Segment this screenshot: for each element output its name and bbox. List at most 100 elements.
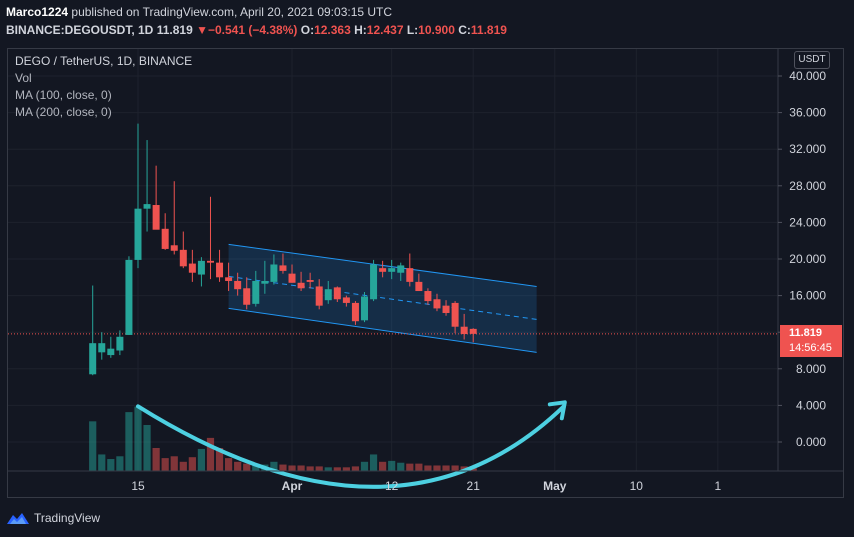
candle-body: [89, 343, 97, 375]
volume-bar: [125, 412, 133, 471]
volume-bar: [143, 425, 151, 471]
close-value: 11.819: [470, 23, 507, 37]
volume-bar: [315, 466, 323, 471]
low-value: 10.900: [418, 23, 455, 37]
volume-bar: [397, 462, 405, 471]
volume-bar: [333, 467, 341, 471]
volume-bar: [170, 456, 178, 471]
symbol-label: BINANCE:DEGOUSDT, 1D: [6, 23, 154, 37]
time-tick-label: 12: [385, 479, 399, 493]
volume-bar: [279, 464, 287, 471]
candle-body: [451, 302, 459, 327]
channel-mid-line: [228, 275, 537, 320]
candle-body: [179, 249, 187, 267]
price-tick-label: 20.000: [789, 252, 826, 266]
candle-body: [361, 296, 368, 321]
tradingview-logo-icon: [7, 513, 29, 524]
candle-body: [98, 343, 106, 353]
volume-bar: [369, 454, 378, 471]
volume-bar: [197, 448, 206, 471]
candle-body: [107, 348, 115, 356]
price-tick-label: 32.000: [789, 142, 826, 156]
high-label: H:: [354, 23, 367, 37]
high-value: 12.437: [366, 23, 404, 37]
candle-body: [152, 205, 160, 230]
volume-bar: [270, 461, 278, 471]
ohlc-line: BINANCE:DEGOUSDT, 1D 11.819 ▼−0.541 (−4.…: [6, 22, 507, 38]
price-axis: 40.000 36.000 32.000 28.000 24.000 20.000 16.0…: [777, 48, 826, 471]
price-tick-label: 8.000: [796, 362, 826, 376]
time-tick-label: 10: [630, 479, 644, 493]
volume-bar: [152, 448, 160, 471]
legend-ma200[interactable]: MA (200, close, 0): [15, 105, 112, 119]
candle-body: [143, 204, 151, 209]
chart-frame[interactable]: [7, 48, 844, 498]
candle-body: [188, 263, 196, 273]
volume-bar: [451, 465, 459, 471]
volume-bar: [406, 463, 414, 471]
author-name[interactable]: Marco1224: [6, 5, 69, 19]
volume-bar: [215, 448, 224, 471]
candle-body: [324, 289, 332, 301]
candle-body: [116, 336, 124, 351]
volume-bar: [225, 458, 233, 471]
channel-lower-line: [228, 307, 537, 353]
candle-body: [442, 305, 450, 313]
candle-body: [261, 280, 269, 284]
candle-body: [170, 245, 178, 251]
time-tick-label: May: [543, 479, 567, 493]
change-value: −0.541 (−4.38%): [207, 23, 298, 37]
candle-body: [216, 262, 224, 278]
volume-bar: [161, 458, 169, 471]
volume-bar: [469, 468, 477, 471]
time-axis: 15 Apr 12 21 May 10 1: [8, 470, 843, 493]
volume-bar: [306, 466, 314, 471]
price-tick-label: 36.000: [789, 106, 826, 120]
volume-bar: [379, 461, 387, 471]
descending-channel: [228, 243, 537, 353]
volume-bar: [243, 463, 251, 471]
legend-title: DEGO / TetherUS, 1D, BINANCE: [15, 54, 193, 68]
price-tick-label: 0.000: [796, 435, 826, 449]
candle-body: [197, 260, 205, 275]
candle-body: [397, 265, 405, 273]
volume-bar: [388, 460, 396, 471]
candle-body: [206, 260, 214, 263]
volume-bar: [342, 467, 350, 471]
publish-header: Marco1224 published on TradingView.com, …: [6, 4, 507, 38]
volume-bar: [288, 465, 296, 471]
price-tick-label: 24.000: [789, 215, 826, 229]
tradingview-footer[interactable]: TradingView: [6, 510, 100, 526]
currency-unit-badge[interactable]: USDT: [794, 51, 830, 69]
volume-bar: [206, 437, 215, 471]
time-tick-label: 15: [131, 479, 145, 493]
candlesticks: [89, 123, 477, 376]
price-tick-label: 16.000: [789, 289, 826, 303]
candle-body: [243, 288, 251, 305]
candle-body: [424, 291, 432, 302]
open-label: O:: [300, 23, 315, 37]
volume-bar: [134, 406, 142, 471]
publish-line: Marco1224 published on TradingView.com, …: [6, 4, 507, 20]
candle-body: [379, 268, 387, 272]
candle-body: [370, 264, 378, 300]
volume-bars: [89, 406, 477, 471]
legend-ma100[interactable]: MA (100, close, 0): [15, 88, 112, 102]
price-tick-label: 4.000: [796, 398, 826, 412]
footer-brand: TradingView: [34, 511, 101, 525]
legend-vol[interactable]: Vol: [15, 71, 32, 85]
low-label: L:: [406, 23, 419, 37]
last-price-tag-value: 11.819: [789, 327, 823, 339]
change-down-icon: ▼: [196, 23, 208, 37]
volume-bar: [234, 461, 242, 471]
volume-bar: [351, 466, 360, 471]
volume-bar: [360, 461, 369, 471]
candle-body: [161, 228, 169, 249]
candle-body: [125, 259, 133, 335]
candle-body: [406, 268, 414, 282]
volume-bar: [415, 463, 423, 471]
published-text: published on TradingView.com, April 20, …: [71, 5, 393, 19]
volume-bar: [252, 463, 260, 471]
candle-body: [225, 277, 233, 281]
